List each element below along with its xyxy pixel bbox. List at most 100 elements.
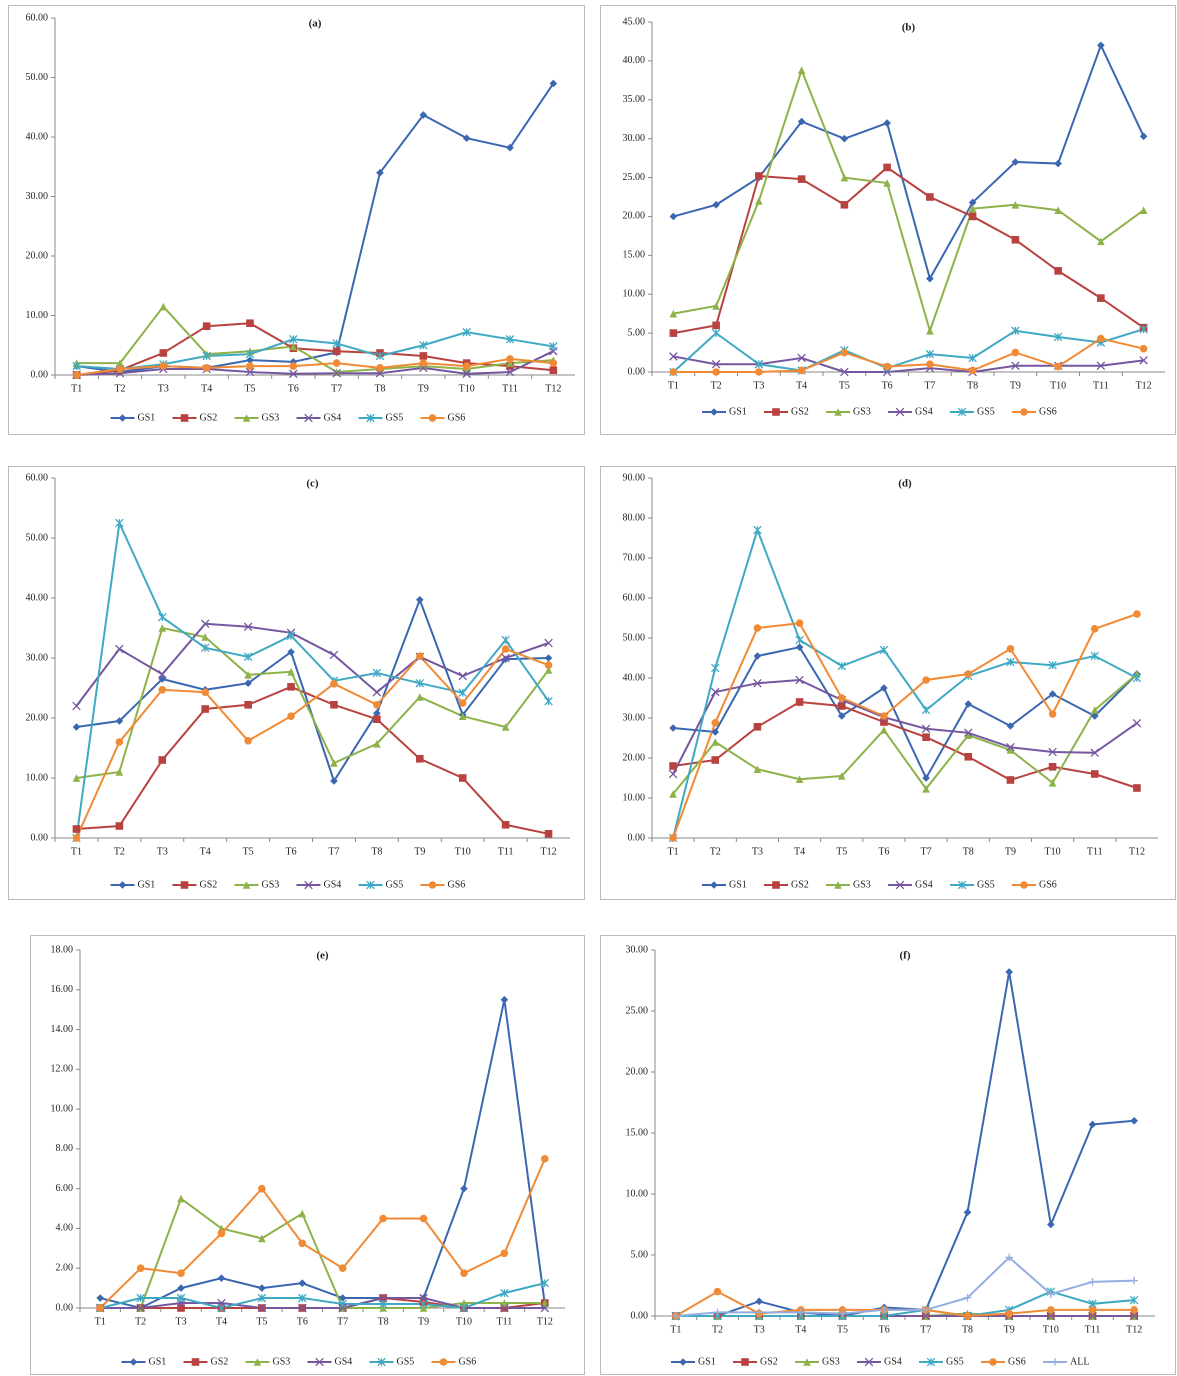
marker (710, 687, 720, 697)
marker (115, 644, 124, 654)
marker (501, 723, 510, 731)
legend-label: ALL (1070, 1356, 1089, 1367)
marker (1088, 1278, 1097, 1286)
marker (795, 635, 804, 645)
marker (462, 134, 471, 142)
legend-marker (772, 408, 780, 416)
y-tick-label: 4.00 (56, 1223, 74, 1234)
series-line (75, 647, 549, 839)
x-tick-label: T7 (337, 1316, 348, 1327)
marker (338, 1264, 347, 1273)
legend-label: GS6 (459, 1356, 477, 1367)
legend-label: GS2 (791, 879, 809, 890)
marker (1011, 235, 1020, 244)
legend-marker (118, 881, 127, 889)
x-tick-label: T2 (710, 846, 721, 857)
marker (797, 66, 806, 75)
series-line (672, 613, 1138, 839)
marker (72, 371, 81, 379)
marker (755, 368, 763, 376)
x-tick-label: T1 (71, 383, 82, 394)
marker (158, 624, 167, 632)
y-tick-label: 14.00 (51, 1024, 74, 1035)
y-tick-label: 15.00 (623, 250, 646, 261)
marker (797, 366, 806, 375)
y-tick-label: 0.00 (31, 369, 49, 380)
marker (373, 709, 381, 717)
x-tick-label: T11 (497, 1316, 513, 1327)
marker (712, 200, 720, 209)
marker (921, 724, 931, 734)
x-tick-label: T6 (288, 383, 299, 394)
legend-label: GS4 (915, 406, 933, 417)
x-tick-label: T10 (1043, 1324, 1059, 1335)
marker (922, 774, 930, 782)
marker (795, 698, 804, 706)
x-tick-label: T3 (753, 380, 764, 391)
marker (797, 353, 806, 363)
marker (136, 1303, 145, 1313)
marker (500, 1299, 509, 1307)
marker (710, 663, 720, 673)
marker (1090, 748, 1100, 758)
marker (289, 342, 298, 351)
marker (72, 774, 81, 782)
marker (837, 712, 846, 720)
marker (549, 359, 558, 367)
marker (332, 368, 341, 376)
marker (1129, 1311, 1139, 1321)
legend-marker (741, 1358, 749, 1366)
x-tick-label: T4 (794, 846, 805, 857)
x-tick-label: T4 (201, 383, 212, 394)
marker (1054, 362, 1062, 371)
legend-label: GS1 (729, 406, 747, 417)
marker (257, 1303, 267, 1313)
marker (415, 596, 424, 604)
legend-marker (129, 1358, 138, 1366)
x-tick-label: T2 (114, 846, 125, 857)
y-tick-label: 40.00 (26, 131, 49, 142)
marker (330, 701, 338, 709)
marker (202, 364, 211, 372)
y-tick-label: 30.00 (623, 133, 646, 144)
marker (755, 1308, 763, 1317)
x-tick-label: T9 (418, 1316, 429, 1327)
legend-label: GS1 (729, 879, 747, 890)
marker (540, 1303, 550, 1313)
marker (1132, 673, 1142, 683)
marker (289, 335, 298, 344)
marker (1088, 1120, 1097, 1129)
x-tick-label: T10 (456, 1316, 472, 1327)
y-tick-label: 18.00 (51, 944, 74, 955)
marker (1048, 779, 1057, 787)
marker (795, 619, 804, 627)
legend-label: GS5 (386, 412, 404, 423)
legend-marker (366, 413, 375, 423)
marker (330, 777, 338, 785)
marker (419, 1299, 428, 1309)
marker (329, 650, 339, 660)
marker (298, 1209, 307, 1218)
legend-marker (118, 414, 127, 422)
marker (286, 631, 296, 641)
marker (1005, 1309, 1013, 1318)
x-tick-label: T3 (754, 1324, 765, 1335)
marker (549, 342, 558, 351)
marker (136, 1293, 145, 1303)
y-tick-label: 60.00 (26, 12, 49, 23)
legend-label: GS6 (1008, 1356, 1026, 1367)
x-tick-label: T11 (502, 383, 518, 394)
marker (1011, 361, 1020, 371)
marker (500, 995, 509, 1004)
marker (1130, 1117, 1138, 1125)
legend-label: GS2 (200, 879, 218, 890)
marker (458, 671, 467, 681)
y-tick-label: 20.00 (623, 211, 646, 222)
legend-marker (180, 881, 189, 889)
y-tick-label: 90.00 (623, 472, 646, 483)
marker (244, 701, 252, 709)
marker (963, 1208, 972, 1217)
marker (1139, 356, 1148, 365)
marker (379, 1304, 387, 1312)
